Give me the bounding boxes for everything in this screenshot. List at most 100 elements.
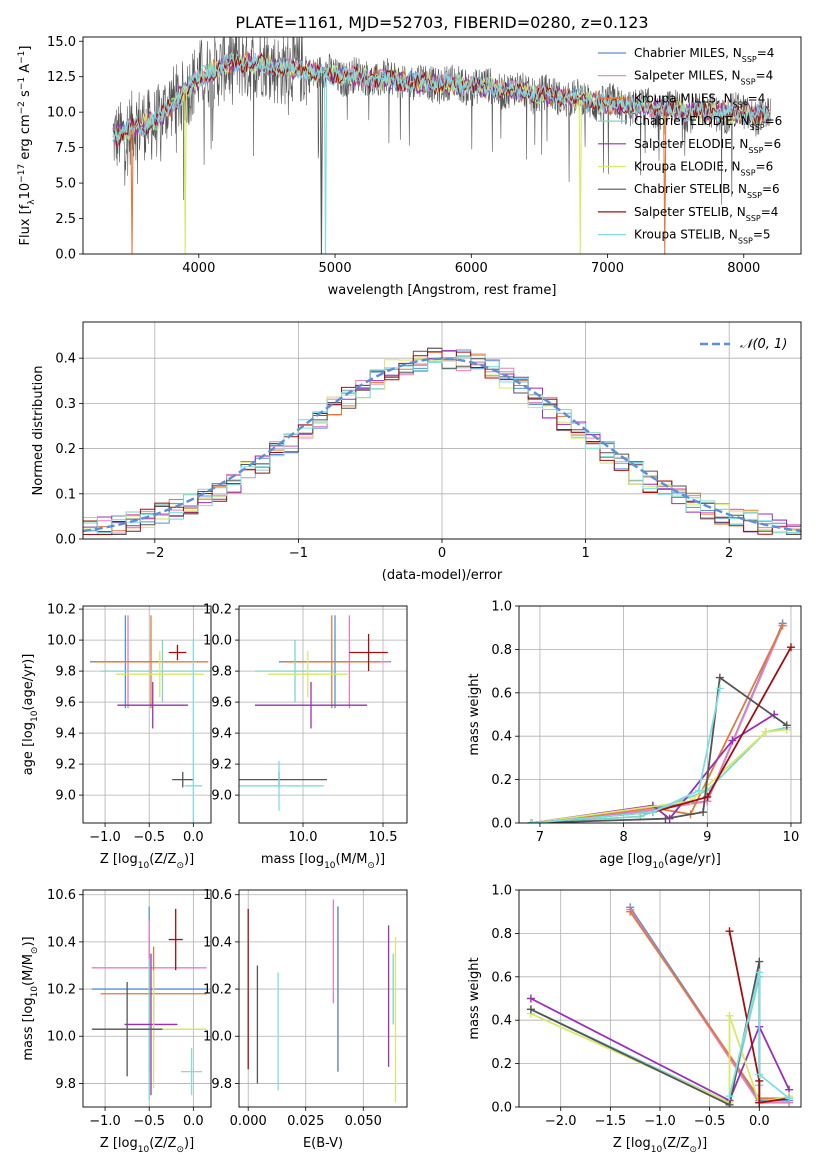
series-marker [725, 927, 734, 936]
series-chabrier-elodie [526, 972, 764, 1107]
y-tick-label: 0.3 [55, 397, 76, 412]
y-tick-label: 10.0 [47, 634, 76, 649]
errorbar-salpeter-stelib [168, 908, 183, 971]
series-marker [725, 1092, 734, 1101]
legend-spectrum: Chabrier MILES, NSSP=4 Salpeter MILES, NS… [598, 46, 782, 245]
series-marker [728, 736, 737, 745]
x-tick-label: 8000 [727, 261, 760, 276]
gaussian-curve [83, 357, 801, 533]
errorbar-salpeter-elodie [255, 681, 367, 729]
x-tick-label: 9 [703, 830, 711, 845]
series-line [530, 976, 761, 1104]
y-axis-label: Normed distribution [31, 366, 46, 496]
x-tick-label: 1 [581, 546, 589, 561]
series-line [531, 646, 792, 823]
y-tick-label: 0.4 [55, 352, 76, 367]
legend-label: Chabrier MILES, NSSP=4 [634, 46, 774, 64]
errorbar-kroupa-elodie [115, 650, 204, 698]
series-line [531, 625, 784, 823]
x-tick-label: 10 [783, 830, 800, 845]
x-tick-label: −2 [145, 546, 164, 561]
y-tick-label: 10.2 [203, 983, 232, 998]
y-tick-label: 9.8 [55, 665, 76, 680]
series-marker [755, 968, 764, 977]
hist-kroupa-stelib [83, 356, 801, 534]
series-marker [755, 957, 764, 966]
spectrum-spike [183, 90, 187, 254]
legend-label: Salpeter MILES, NSSP=4 [634, 69, 773, 87]
series-line [531, 623, 784, 823]
axes-frame [82, 321, 802, 540]
x-tick-label: −0.5 [694, 1114, 726, 1129]
axes-frame [238, 605, 408, 824]
grid-lines [239, 890, 407, 1107]
series-marker [661, 814, 670, 823]
series-marker [526, 1005, 535, 1014]
errorbar-kroupa-miles [283, 615, 380, 709]
series-marker [725, 1011, 734, 1020]
y-tick-label: 15.0 [47, 35, 76, 50]
spectrum-spike [323, 73, 328, 254]
grid-lines [83, 606, 211, 823]
legend-label: Kroupa STELIB, NSSP=5 [634, 228, 771, 246]
x-axis-label: Z [log10(Z/Z⊙)] [100, 1136, 194, 1155]
y-tick-label: 5.0 [55, 177, 76, 192]
x-tick-label: 0.000 [230, 1114, 267, 1129]
errorbar-salpeter-elodie [124, 953, 178, 1096]
y-tick-label: 10.0 [47, 106, 76, 121]
x-tick-label: −0.5 [133, 830, 165, 845]
x-tick-label: 6000 [455, 261, 488, 276]
y-tick-label: 10.0 [47, 1030, 76, 1045]
y-tick-label: 10.6 [203, 888, 232, 903]
series-marker [785, 1094, 794, 1103]
panel-ebv-mass: 0.000 0.025 0.050 9.8 10.0 10.2 10.4 10.6 E(B-V) [203, 888, 408, 1151]
plot-area [527, 619, 795, 823]
y-axis-label: mass weight [467, 957, 482, 1039]
series-marker [626, 907, 635, 916]
errorbar-kroupa-stelib [184, 638, 203, 823]
series-line [531, 688, 721, 823]
panel-z-age: −1.0 −0.5 0.0 9.0 9.2 9.4 9.6 9.8 10.0 10.2 Z [log… [21, 603, 212, 871]
y-axis-label: age [log10(age/yr)] [21, 654, 40, 776]
y-tick-label: 10.2 [203, 603, 232, 618]
y-tick-label: 9.8 [55, 1077, 76, 1092]
y-tick-label: 0.0 [491, 1101, 512, 1116]
x-tick-label: 7 [536, 830, 544, 845]
series-line [728, 972, 790, 1100]
series-kroupa-elodie [527, 725, 791, 823]
errorbar-chabrier-elodie [100, 640, 211, 703]
plot-area [91, 906, 207, 1100]
y-tick-label: 9.4 [211, 727, 232, 742]
y-tick-label: 0.6 [491, 970, 512, 985]
series-marker [778, 621, 787, 630]
y-tick-label: 9.6 [211, 696, 232, 711]
y-tick-label: 1.0 [491, 600, 512, 615]
series-marker [725, 1100, 734, 1107]
series-marker [694, 786, 703, 795]
y-tick-label: 1.0 [491, 884, 512, 899]
panel-age-weight: 7 8 9 10 0.0 0.2 0.4 0.6 0.8 1.0 age [log10(age/yr… [467, 600, 802, 871]
series-marker [786, 643, 795, 652]
y-tick-label: 10.4 [203, 935, 232, 950]
series-marker [715, 673, 724, 682]
series-marker [648, 808, 657, 817]
y-tick-label: 0.2 [55, 442, 76, 457]
series-marker [703, 792, 712, 801]
series-marker [755, 1070, 764, 1079]
axes-frame [82, 889, 212, 1108]
axes-frame [238, 889, 408, 1108]
x-tick-label: −2.0 [545, 1114, 577, 1129]
series-kroupa-stelib [527, 684, 724, 823]
panel-spectrum: 4000 5000 6000 7000 8000 0.0 2.5 5.0 7.5 10.0 12.5… [17, 35, 802, 298]
legend-hist: 𝒩(0, 1) [700, 337, 787, 352]
grid-lines [519, 605, 801, 824]
y-axis-label: mass weight [467, 673, 482, 755]
x-tick-label: 10.5 [369, 830, 398, 845]
x-tick-label: 0.0 [749, 1114, 770, 1129]
series-marker [699, 808, 708, 817]
y-tick-label: 10.6 [47, 888, 76, 903]
spectrum-spike [663, 109, 667, 254]
legend-label: Salpeter ELODIE, NSSP=6 [634, 137, 781, 155]
y-tick-label: 0.4 [491, 1014, 512, 1029]
errorbar-kroupa-miles [93, 615, 209, 709]
